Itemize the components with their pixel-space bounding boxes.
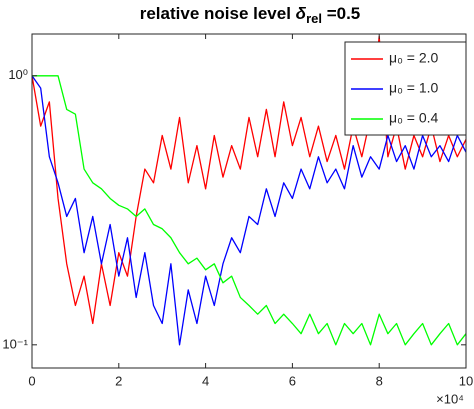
x-tick-label: 8: [376, 373, 383, 388]
y-tick-label: 10⁻¹: [2, 336, 28, 351]
plot-frame: [31, 33, 467, 369]
x-tick-label: 2: [115, 373, 122, 388]
legend-label: μ₀ = 0.4: [389, 110, 439, 126]
series-line: [32, 75, 466, 346]
x-exponent: ×10⁴: [436, 391, 464, 406]
title-symbol: δ: [296, 4, 307, 23]
x-tick-label: 6: [289, 373, 296, 388]
legend-label: μ₀ = 2.0: [389, 50, 439, 66]
x-tick-label: 4: [202, 373, 209, 388]
series-line: [32, 75, 466, 346]
plot-lines: [32, 35, 466, 346]
title-text: relative noise level: [140, 4, 291, 23]
title-subscript: rel: [306, 11, 322, 26]
series-line: [32, 35, 466, 325]
y-tick-label: 10⁰: [8, 67, 28, 82]
x-tick-label: 0: [28, 373, 35, 388]
legend-label: μ₀ = 1.0: [389, 80, 439, 96]
chart-title: relative noise level δrel =0.5: [140, 4, 361, 28]
title-suffix: =0.5: [327, 4, 361, 23]
x-tick-label: 10: [459, 373, 473, 388]
